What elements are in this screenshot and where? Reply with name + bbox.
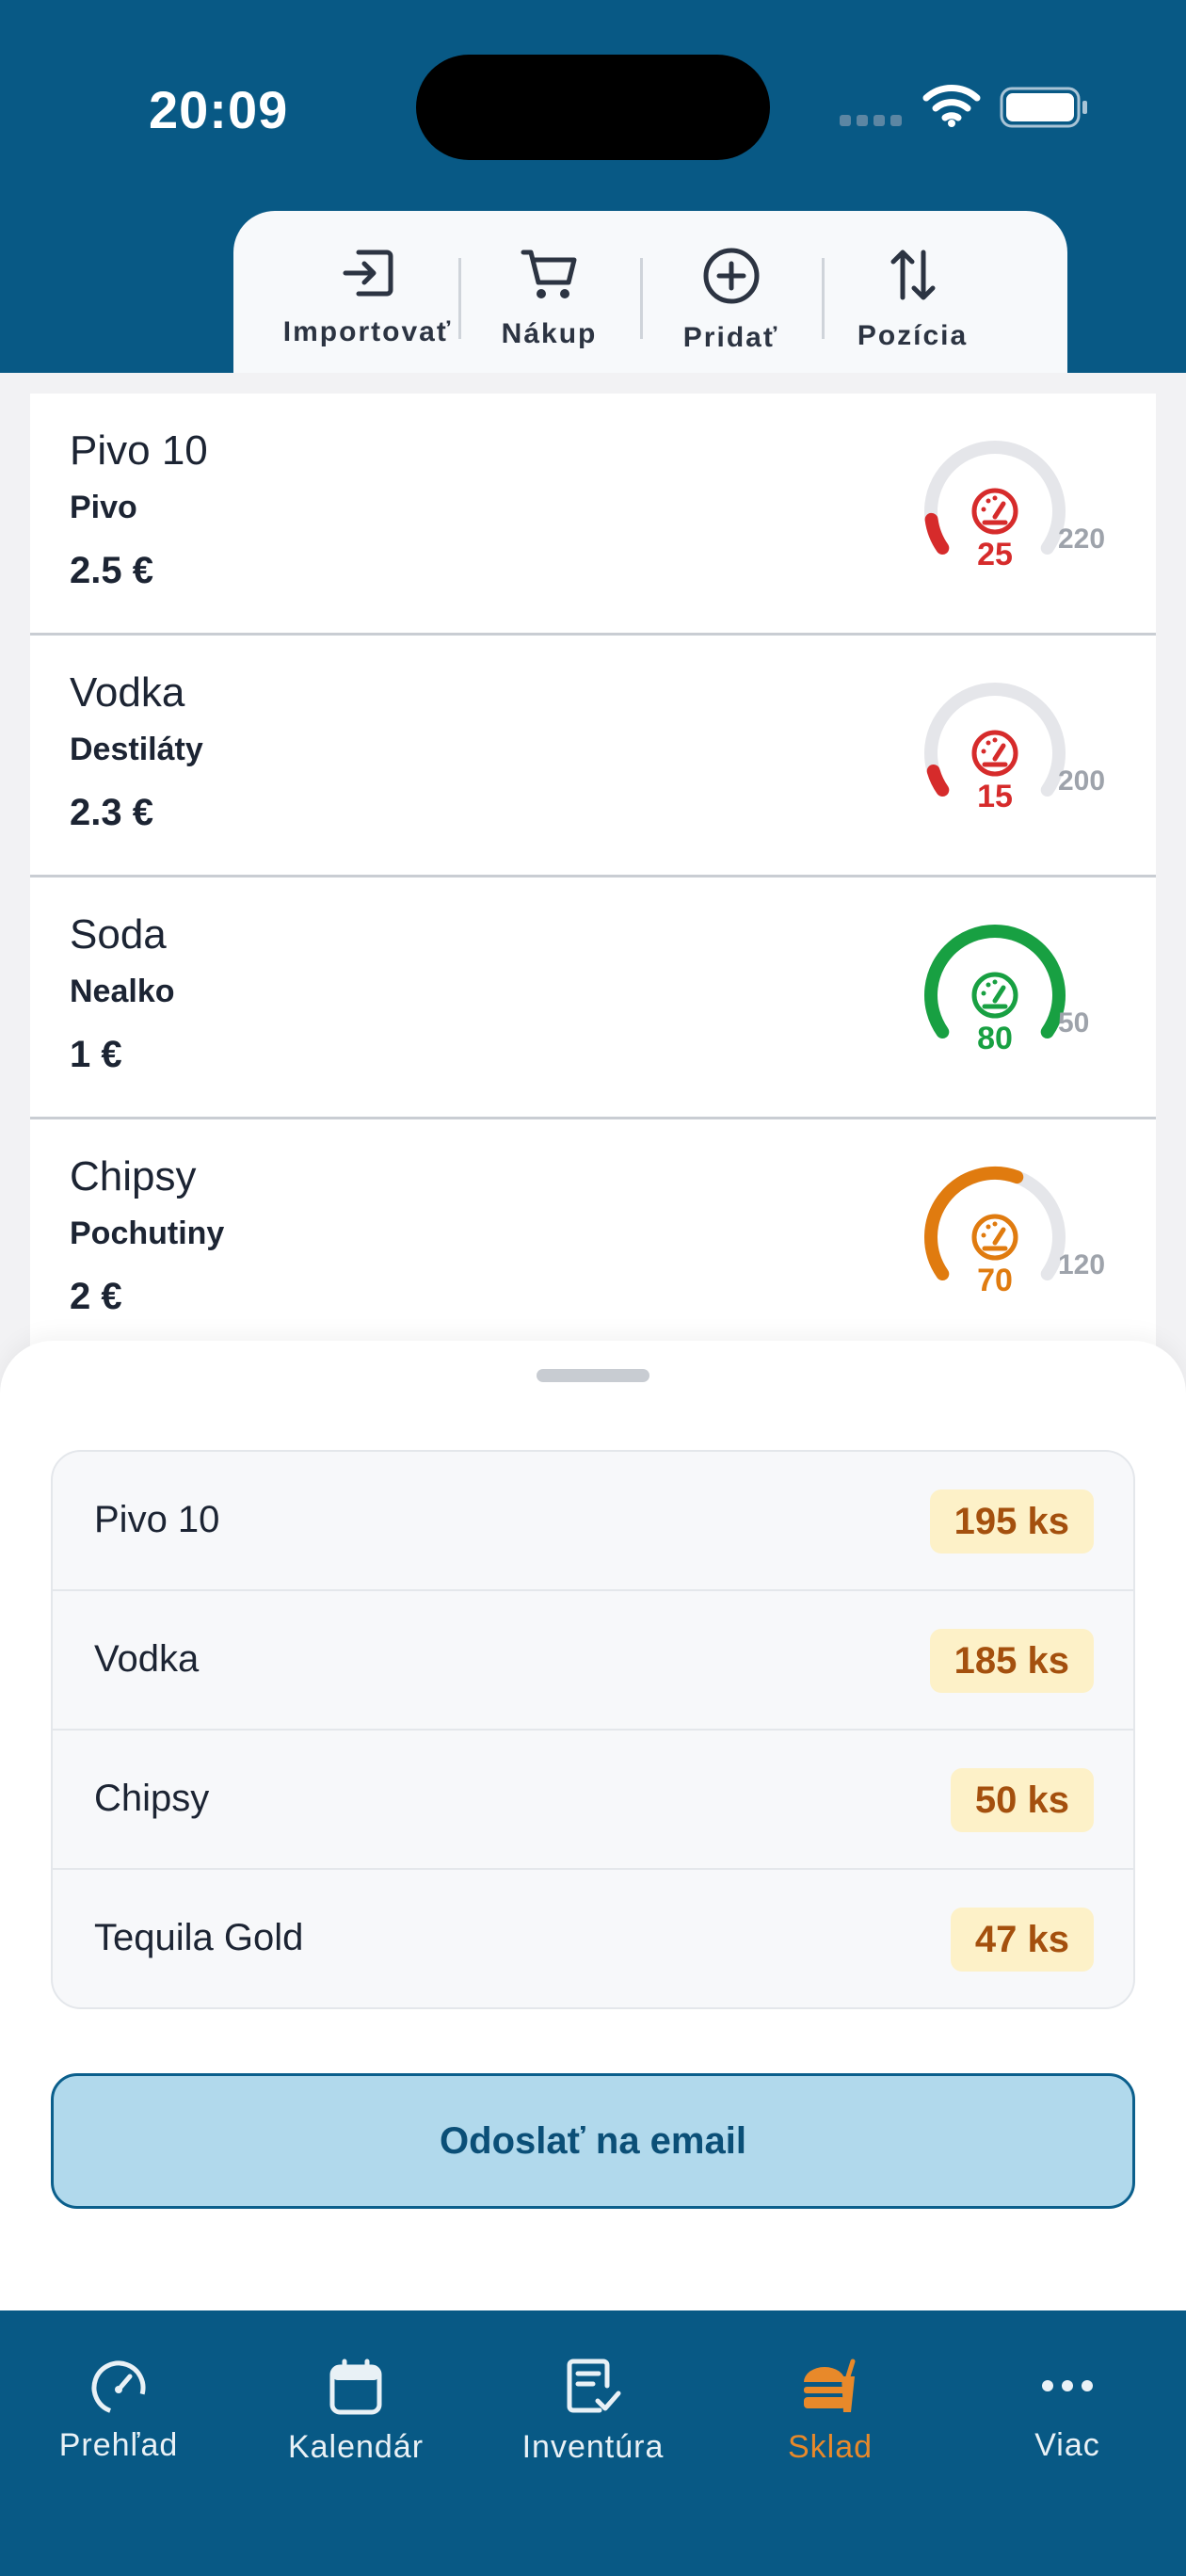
gauge-fill: [926, 765, 950, 797]
gauge-max-value: 120: [1058, 1249, 1106, 1280]
wifi-icon: [922, 85, 981, 127]
gauge-max-value: 200: [1058, 765, 1106, 797]
item-name: Chipsy: [70, 1153, 197, 1199]
tab-warehouse[interactable]: Sklad: [712, 2310, 949, 2480]
inventory-item[interactable]: Soda Nealko 1 € 80 50: [30, 877, 1156, 1119]
item-category: Nealko: [70, 974, 175, 1009]
import-icon: [343, 250, 393, 297]
status-time: 20:09: [149, 80, 289, 139]
position-button[interactable]: Pozícia: [822, 211, 1003, 373]
stock-gauge: 70 120: [915, 1157, 1122, 1327]
import-label: Importovať: [282, 316, 453, 347]
gauge-max-value: 50: [1058, 1007, 1090, 1038]
tab-more[interactable]: Viac: [949, 2310, 1186, 2480]
tab-label: Viac: [1034, 2427, 1100, 2463]
food-icon: [804, 2359, 856, 2412]
stock-gauge: 80 50: [915, 915, 1122, 1085]
shortage-row: Chipsy 50 ks: [53, 1731, 1133, 1870]
item-name: Pivo 10: [70, 427, 208, 474]
gauge-track: [924, 683, 1066, 797]
calendar-icon: [329, 2359, 382, 2415]
dynamic-island: [416, 55, 770, 160]
tab-bar: Prehľad Kalendár Inventúra Sklad: [0, 2310, 1186, 2576]
stock-gauge: 15 200: [915, 673, 1122, 843]
gauge-track: [924, 441, 1066, 555]
stock-gauge: 25 220: [915, 431, 1122, 601]
tab-label: Sklad: [787, 2429, 873, 2465]
shortage-qty-badge: 50 ks: [950, 1768, 1094, 1832]
shortage-qty-badge: 47 ks: [950, 1908, 1094, 1972]
send-email-button[interactable]: Odoslať na email: [51, 2073, 1135, 2209]
speedometer-icon: [971, 730, 1018, 777]
gauge-fill: [924, 925, 1066, 1039]
inventory-item[interactable]: Vodka Destiláty 2.3 € 15 200: [30, 636, 1156, 877]
item-category: Destiláty: [70, 732, 203, 767]
item-price: 2.5 €: [70, 550, 153, 591]
gauge-max-value: 220: [1058, 523, 1106, 555]
shortage-qty-badge: 185 ks: [929, 1629, 1094, 1693]
purchase-label: Nákup: [501, 318, 598, 349]
tab-inventory-check[interactable]: Inventúra: [474, 2310, 712, 2480]
sheet-drag-handle[interactable]: [537, 1369, 649, 1382]
tab-overview[interactable]: Prehľad: [0, 2310, 237, 2480]
shortage-item-name: Chipsy: [94, 1778, 210, 1819]
gauge-current-value: 25: [977, 537, 1013, 572]
sort-arrows-icon: [890, 250, 935, 300]
checklist-icon: [567, 2359, 621, 2413]
speedometer-icon: [971, 972, 1018, 1019]
item-name: Vodka: [70, 669, 185, 716]
tab-calendar[interactable]: Kalendár: [237, 2310, 474, 2480]
shortage-item-name: Vodka: [94, 1638, 200, 1680]
gauge-fill: [924, 1167, 1024, 1281]
add-button[interactable]: Pridať: [640, 211, 822, 373]
add-circle-icon: [703, 248, 759, 304]
import-button[interactable]: Importovať: [277, 211, 458, 373]
toolbar: Importovať Nákup Pridať Pozícia: [233, 211, 1067, 373]
shortage-item-name: Pivo 10: [94, 1499, 220, 1540]
cart-icon: [521, 250, 576, 298]
speedometer-icon: [971, 488, 1018, 535]
shortage-sheet: Pivo 10 195 ks Vodka 185 ks Chipsy 50 ks…: [0, 1341, 1186, 2310]
more-icon: [1042, 2380, 1093, 2391]
shortage-row: Tequila Gold 47 ks: [53, 1870, 1133, 2007]
gauge-current-value: 80: [977, 1021, 1013, 1056]
purchase-button[interactable]: Nákup: [458, 211, 640, 373]
item-price: 2 €: [70, 1276, 122, 1317]
gauge-current-value: 70: [977, 1263, 1013, 1298]
gauge-current-value: 15: [977, 779, 1013, 814]
gauge-fill: [924, 512, 950, 555]
tab-label: Kalendár: [287, 2429, 425, 2465]
position-label: Pozícia: [857, 320, 969, 351]
tab-label: Inventúra: [521, 2429, 665, 2465]
add-label: Pridať: [682, 322, 779, 353]
shortage-row: Vodka 185 ks: [53, 1591, 1133, 1731]
item-category: Pochutiny: [70, 1216, 225, 1251]
item-name: Soda: [70, 911, 167, 958]
shortage-row: Pivo 10 195 ks: [53, 1452, 1133, 1591]
cellular-signal-icon: [840, 115, 902, 126]
shortage-item-name: Tequila Gold: [94, 1917, 304, 1958]
header: 20:09 Importovať Nákup: [0, 0, 1186, 373]
shortage-qty-badge: 195 ks: [929, 1489, 1094, 1554]
inventory-item[interactable]: Chipsy Pochutiny 2 € 70 120: [30, 1119, 1156, 1361]
tab-label: Prehľad: [58, 2427, 179, 2463]
inventory-item[interactable]: Pivo 10 Pivo 2.5 € 25 220: [30, 394, 1156, 636]
item-price: 2.3 €: [70, 792, 153, 833]
battery-icon: [1000, 87, 1087, 128]
speedometer-icon: [971, 1214, 1018, 1261]
item-price: 1 €: [70, 1034, 122, 1075]
shortage-list: Pivo 10 195 ks Vodka 185 ks Chipsy 50 ks…: [51, 1450, 1135, 2009]
item-category: Pivo: [70, 490, 137, 525]
speedometer-icon: [91, 2360, 146, 2414]
inventory-list: Pivo 10 Pivo 2.5 € 25 220 Vodka Destilát…: [30, 394, 1156, 1361]
